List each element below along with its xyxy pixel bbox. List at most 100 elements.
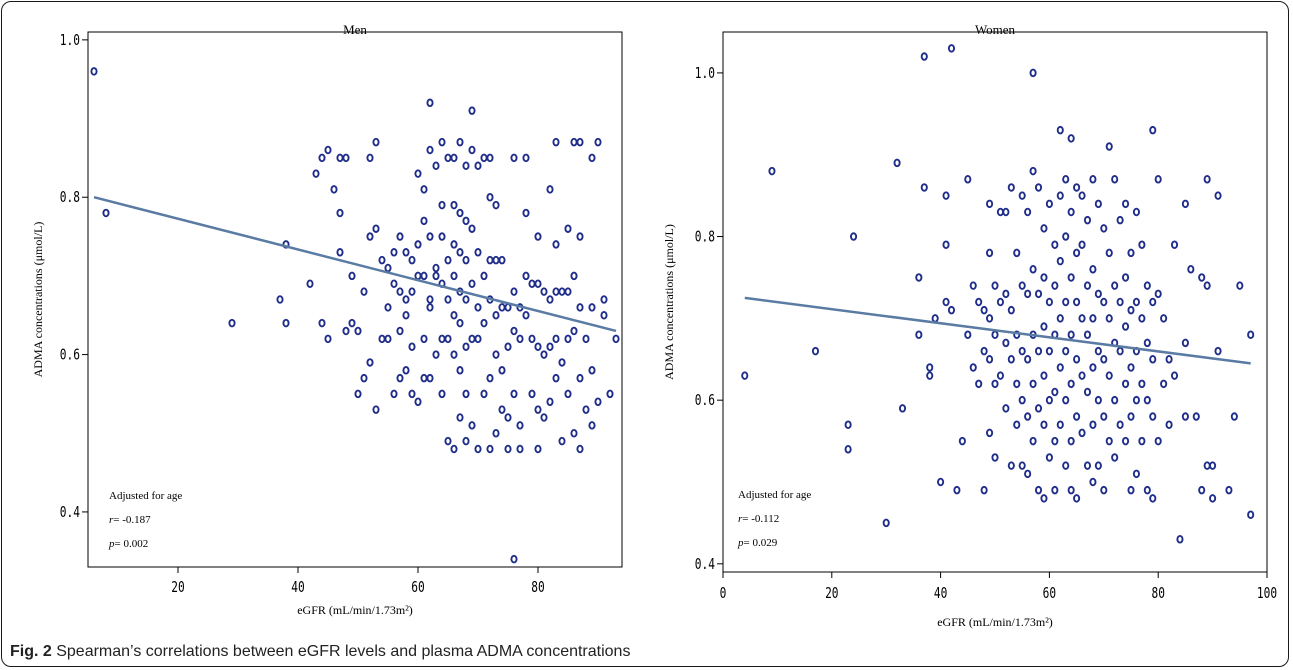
data-point <box>228 318 236 328</box>
data-point <box>915 330 923 339</box>
data-point <box>1230 412 1238 421</box>
data-point <box>486 373 494 383</box>
data-point <box>1116 297 1124 307</box>
data-point <box>1018 395 1026 405</box>
data-point <box>426 232 434 241</box>
data-point <box>474 248 482 257</box>
data-point <box>504 342 512 351</box>
regression-line <box>744 296 1251 365</box>
data-point <box>1067 273 1075 282</box>
x-tick-label: 20 <box>825 586 838 603</box>
regression-line <box>93 196 617 333</box>
data-point <box>474 303 482 312</box>
data-point <box>534 279 542 289</box>
data-point <box>468 334 476 344</box>
data-point <box>378 255 386 265</box>
data-point <box>594 397 602 407</box>
data-point <box>360 287 368 296</box>
data-point <box>474 444 482 454</box>
data-point <box>1062 232 1070 241</box>
data-point <box>1013 379 1021 389</box>
data-point <box>102 208 110 218</box>
data-point <box>1094 395 1102 405</box>
data-point <box>1029 166 1037 176</box>
data-point <box>462 342 470 351</box>
data-point <box>480 389 488 399</box>
data-point <box>510 389 518 399</box>
data-point <box>450 153 458 163</box>
data-point <box>1067 134 1075 143</box>
data-point <box>558 436 566 446</box>
data-point <box>844 445 852 454</box>
data-point <box>1018 346 1026 356</box>
data-point <box>510 554 518 564</box>
data-point <box>282 240 290 249</box>
data-point <box>414 397 422 407</box>
data-point <box>1034 289 1043 299</box>
data-point <box>1051 240 1059 249</box>
data-point <box>996 207 1004 217</box>
data-point <box>1122 379 1130 389</box>
data-point <box>942 191 950 200</box>
data-point <box>552 334 560 344</box>
data-point <box>1111 175 1119 184</box>
data-point <box>462 389 470 399</box>
data-point <box>1002 404 1010 413</box>
plot-area <box>87 31 623 568</box>
data-point <box>1078 240 1086 249</box>
data-point <box>1122 199 1130 209</box>
data-point <box>915 273 923 282</box>
data-point <box>953 485 961 495</box>
data-point <box>1100 412 1108 421</box>
data-point <box>432 161 440 170</box>
annotation-r: r= -0.187 <box>109 514 151 526</box>
data-point <box>1073 494 1081 503</box>
data-point <box>432 350 440 359</box>
data-point <box>1024 412 1032 421</box>
data-point <box>1083 387 1092 397</box>
data-point <box>947 44 956 53</box>
data-point <box>1149 355 1157 364</box>
data-point <box>372 137 380 147</box>
data-point <box>516 421 524 430</box>
data-point <box>1149 494 1157 503</box>
data-point <box>450 200 458 210</box>
data-point <box>969 363 977 372</box>
data-point <box>1034 404 1043 413</box>
data-point <box>354 389 362 399</box>
data-point <box>1160 379 1168 389</box>
data-point <box>1078 314 1086 323</box>
annotation-label: Adjusted for age <box>109 490 182 502</box>
data-point <box>1024 207 1032 217</box>
data-point <box>1165 420 1173 429</box>
data-point <box>1122 322 1130 331</box>
data-point <box>931 314 939 323</box>
data-point <box>1116 346 1124 356</box>
figure-caption: Fig. 2 Spearman’s correlations between e… <box>10 643 630 661</box>
data-point <box>980 305 988 315</box>
data-point <box>1089 363 1097 372</box>
data-point <box>564 389 572 399</box>
data-point <box>1247 510 1255 519</box>
data-point <box>486 153 494 163</box>
data-point <box>612 334 620 344</box>
data-point <box>540 287 548 296</box>
data-point <box>926 363 934 372</box>
data-point <box>366 153 374 163</box>
data-point <box>1094 289 1102 299</box>
data-point <box>444 255 452 265</box>
data-point <box>1056 420 1064 429</box>
data-point <box>920 52 928 61</box>
data-point <box>606 389 614 399</box>
data-point <box>1094 199 1102 209</box>
data-point <box>1111 453 1119 462</box>
data-point <box>1083 281 1092 290</box>
data-point <box>480 153 488 163</box>
x-tick-label: 100 <box>1257 586 1277 603</box>
data-point <box>468 279 476 289</box>
y-axis-label: ADMA concentrations (μmol/L) <box>31 222 45 378</box>
data-point <box>456 318 464 328</box>
data-point <box>986 428 994 438</box>
data-point <box>408 287 416 296</box>
data-point <box>462 161 470 170</box>
